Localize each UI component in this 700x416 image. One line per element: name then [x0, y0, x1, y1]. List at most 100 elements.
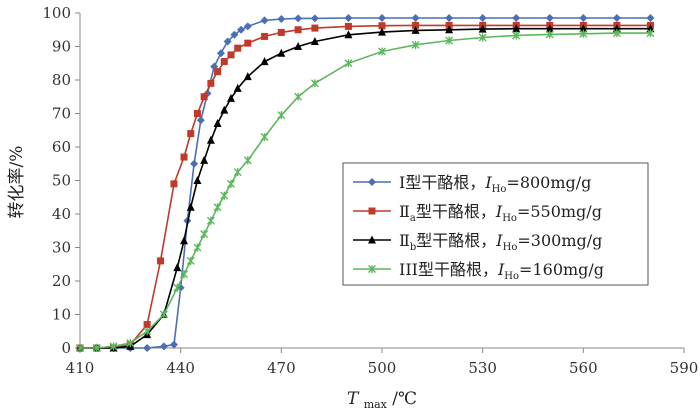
data-point	[545, 14, 554, 23]
legend: Ⅰ型干酪根，IHo=800mg/g Ⅱa型干酪根，IHo=550mg/g Ⅱb型干酪…	[342, 162, 649, 286]
data-point	[186, 256, 195, 265]
data-point	[186, 202, 195, 211]
data-point	[143, 344, 152, 352]
data-point	[234, 44, 242, 52]
x-axis-title-unit: /℃	[392, 389, 417, 409]
data-point	[213, 203, 222, 212]
data-point	[478, 24, 487, 33]
data-point	[646, 29, 655, 38]
data-point	[92, 344, 101, 352]
legend-label: Ⅱb型干酪根，IHo=300mg/g	[399, 231, 602, 253]
x-tick-label: 410	[66, 359, 95, 377]
data-point	[159, 310, 168, 319]
data-point	[368, 235, 376, 244]
y-tick-label: 90	[52, 38, 71, 56]
data-point	[294, 26, 302, 34]
x-tick-label: 530	[468, 359, 497, 377]
data-point	[344, 30, 353, 39]
data-point	[512, 14, 521, 23]
x-axis-title: T max /℃	[347, 389, 417, 413]
data-point	[261, 32, 269, 40]
data-point	[76, 344, 84, 352]
y-tick-label: 80	[52, 71, 71, 89]
data-point	[173, 283, 182, 292]
data-point	[294, 92, 303, 101]
x-tick-label: 470	[267, 359, 296, 377]
data-point	[143, 327, 152, 336]
data-point	[378, 47, 386, 56]
x-tick-labels: 410 440 470 500 530 560 590	[66, 359, 699, 377]
data-point	[213, 119, 222, 128]
data-point	[196, 116, 205, 125]
data-point	[310, 79, 319, 88]
data-point	[227, 93, 235, 102]
data-point	[545, 30, 554, 39]
data-point	[344, 59, 353, 68]
data-point	[227, 51, 235, 59]
data-point	[277, 111, 286, 120]
data-point	[545, 24, 554, 33]
data-point	[220, 105, 229, 114]
x-tick-label: 440	[166, 359, 195, 377]
data-point	[207, 79, 215, 87]
x-axis-title-sub: max	[364, 398, 388, 411]
data-point	[512, 31, 521, 40]
x-tick-label: 560	[569, 359, 598, 377]
data-point	[445, 14, 454, 23]
legend-item: Ⅰ型干酪根，IHo=800mg/g	[353, 173, 591, 195]
data-point	[412, 21, 420, 29]
data-point	[227, 179, 235, 188]
y-tick-label: 60	[52, 138, 71, 156]
data-point	[368, 265, 376, 273]
data-point	[411, 14, 420, 23]
y-tick-label: 70	[52, 105, 71, 123]
data-point	[478, 14, 487, 23]
data-point	[237, 25, 246, 34]
data-point	[311, 24, 319, 32]
y-tick-label: 50	[52, 172, 71, 190]
data-point	[294, 14, 303, 23]
data-point	[344, 14, 353, 23]
data-point	[180, 270, 189, 279]
data-point	[200, 230, 209, 239]
data-point	[445, 25, 454, 34]
data-point	[579, 24, 588, 33]
data-point	[445, 36, 454, 45]
data-point	[159, 342, 168, 351]
data-point	[310, 36, 319, 45]
data-point	[579, 29, 588, 38]
data-point	[260, 132, 269, 141]
data-point	[277, 28, 285, 36]
data-point	[157, 257, 165, 265]
data-point	[223, 37, 232, 46]
data-point	[214, 68, 222, 76]
data-point	[277, 48, 286, 57]
data-point	[411, 40, 420, 49]
data-point	[579, 14, 588, 23]
x-tick-label: 590	[670, 359, 699, 377]
legend-label: Ⅰ型干酪根，IHo=800mg/g	[399, 173, 591, 195]
data-point	[344, 22, 352, 30]
legend-item: Ⅱb型干酪根，IHo=300mg/g	[353, 231, 602, 253]
data-point	[411, 25, 420, 34]
data-point	[277, 15, 286, 24]
legend-box	[342, 162, 649, 286]
data-point	[169, 340, 178, 349]
data-point	[260, 57, 269, 66]
data-point	[170, 180, 178, 188]
data-point	[206, 216, 215, 225]
chart-axes	[75, 12, 685, 353]
data-point	[216, 49, 225, 58]
legend-item: Ⅱa型干酪根，IHo=550mg/g	[353, 202, 602, 224]
data-point	[200, 155, 209, 164]
data-point	[378, 22, 386, 30]
data-point	[368, 207, 376, 215]
y-tick-label: 100	[42, 4, 71, 22]
y-tick-label: 10	[52, 306, 71, 324]
y-tick-label: 40	[52, 205, 71, 223]
data-point	[187, 130, 195, 138]
data-point	[143, 321, 151, 329]
x-tick-label: 500	[368, 359, 397, 377]
data-point	[193, 176, 202, 184]
data-point	[180, 153, 188, 161]
